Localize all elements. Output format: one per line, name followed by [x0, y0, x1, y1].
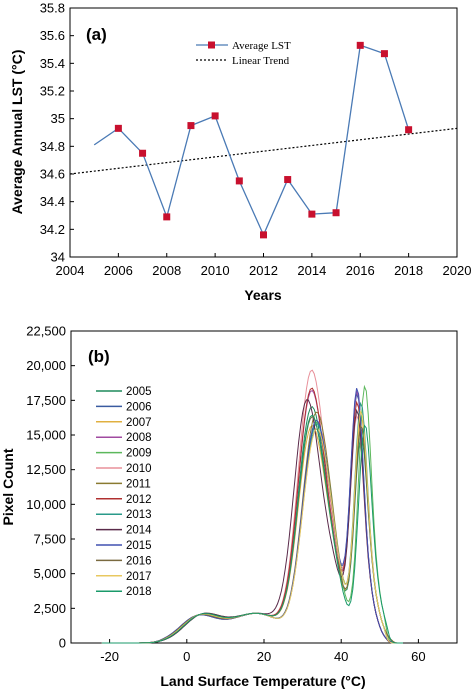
panel-a-x-tick-label: 2020 [443, 263, 472, 278]
series-linear-trend [69, 127, 458, 175]
panel-b-y-tick-label: 5,000 [33, 566, 66, 581]
panel-a-x-tick-label: 2010 [201, 263, 230, 278]
panel-b-x-tick-label: 20 [257, 649, 271, 664]
legend-label-2014: 2014 [126, 525, 152, 537]
legend-label-2007: 2007 [126, 417, 152, 429]
point-average-lst [332, 209, 340, 217]
panel-b-y-tick-label: 7,500 [33, 532, 66, 547]
legend-label-2018: 2018 [126, 586, 152, 598]
panel-a-y-tick-label: 34.4 [40, 194, 65, 209]
panel-a-y-tick-label: 35.8 [40, 1, 65, 16]
legend-label-2012: 2012 [126, 494, 152, 506]
panel-a-x-tick-label: 2004 [56, 263, 85, 278]
legend-label-average-lst: Average LST [232, 40, 291, 52]
panel-a-x-axis-label: Years [244, 287, 282, 303]
panel-b-label: (b) [88, 347, 110, 366]
panel-b-y-tick-label: 17,500 [26, 393, 66, 408]
panel-a-y-tick-label: 35.6 [40, 28, 65, 43]
panel-b-legend: 2005 2006 2007 2008 2009 2010 2011 2012 2013 2014… [96, 386, 152, 598]
panel-a-y-tick-label: 34 [51, 250, 65, 265]
panel-a-legend: Average LST Linear Trend [196, 40, 291, 67]
point-average-lst [308, 210, 316, 218]
panel-a-x-tick-label: 2006 [104, 263, 133, 278]
panel-a-x-tick-label: 2018 [394, 263, 423, 278]
legend-label-2005: 2005 [126, 386, 152, 398]
panel-a-x-tick-label: 2016 [346, 263, 375, 278]
panel-b-chart: (b) -20 0 20 40 60 0 2,500 5,000 7,500 10,000 12,… [0, 324, 458, 689]
panel-a-x-tick-label: 2012 [249, 263, 278, 278]
panel-b-y-tick-label: 22,500 [26, 324, 66, 339]
legend-label-2006: 2006 [126, 401, 152, 413]
panel-a-y-tick-label: 34.6 [40, 167, 65, 182]
panel-b-y-tick-label: 2,500 [33, 601, 66, 616]
panel-b-y-tick-label: 20,000 [26, 358, 66, 373]
legend-marker-average-lst [208, 41, 215, 49]
panel-a-chart: (a) 2004 2006 2008 2010 2012 2014 2016 2018 2020… [9, 1, 471, 304]
point-average-lst [260, 231, 267, 239]
panel-b-y-tick-label: 15,000 [26, 428, 66, 443]
panel-a-y-tick-label: 34.2 [40, 222, 65, 237]
series-average-lst-line [93, 44, 410, 237]
legend-label-2011: 2011 [126, 478, 151, 490]
legend-label-2013: 2013 [126, 509, 152, 521]
legend-label-2015: 2015 [126, 540, 152, 552]
point-average-lst [405, 126, 413, 134]
panel-a-x-tick-label: 2008 [152, 263, 181, 278]
panel-a-label: (a) [86, 25, 107, 44]
panel-b-y-tick-label: 12,500 [26, 462, 66, 477]
panel-b-x-tick-label: 40 [334, 649, 348, 664]
legend-label-2017: 2017 [126, 571, 152, 583]
panel-a-y-tick-label: 34.8 [40, 139, 65, 154]
point-average-lst [114, 124, 122, 132]
panel-b-y-tick-label: 0 [59, 636, 66, 651]
panel-b-x-tick-label: -20 [100, 649, 119, 664]
point-average-lst [235, 177, 243, 185]
panel-b-y-axis-label: Pixel Count [0, 448, 16, 525]
point-average-lst [284, 176, 292, 184]
panel-a-y-tick-label: 35.4 [40, 56, 65, 71]
point-average-lst [163, 213, 171, 221]
panel-a-y-axis-label: Average Annual LST (°C) [9, 50, 25, 215]
panel-b-x-tick-label: 60 [411, 649, 425, 664]
legend-label-linear-trend: Linear Trend [232, 55, 290, 67]
panel-a-y-tick-label: 35.2 [40, 84, 65, 99]
panel-b-x-tick-label: 0 [183, 649, 190, 664]
panel-b-y-tick-label: 10,000 [26, 497, 66, 512]
legend-label-2009: 2009 [126, 448, 152, 460]
legend-label-2010: 2010 [126, 463, 152, 475]
panel-a-x-tick-label: 2014 [297, 263, 326, 278]
point-average-lst [211, 112, 219, 120]
point-average-lst [356, 41, 364, 49]
legend-label-2016: 2016 [126, 555, 152, 567]
series-2018-line [101, 414, 403, 644]
panel-b-x-axis-label: Land Surface Temperature (°C) [160, 673, 365, 689]
panel-a-y-tick-label: 35 [51, 111, 65, 126]
point-average-lst [380, 50, 388, 58]
point-average-lst [139, 149, 147, 157]
legend-label-2008: 2008 [126, 432, 152, 444]
point-average-lst [187, 122, 195, 130]
